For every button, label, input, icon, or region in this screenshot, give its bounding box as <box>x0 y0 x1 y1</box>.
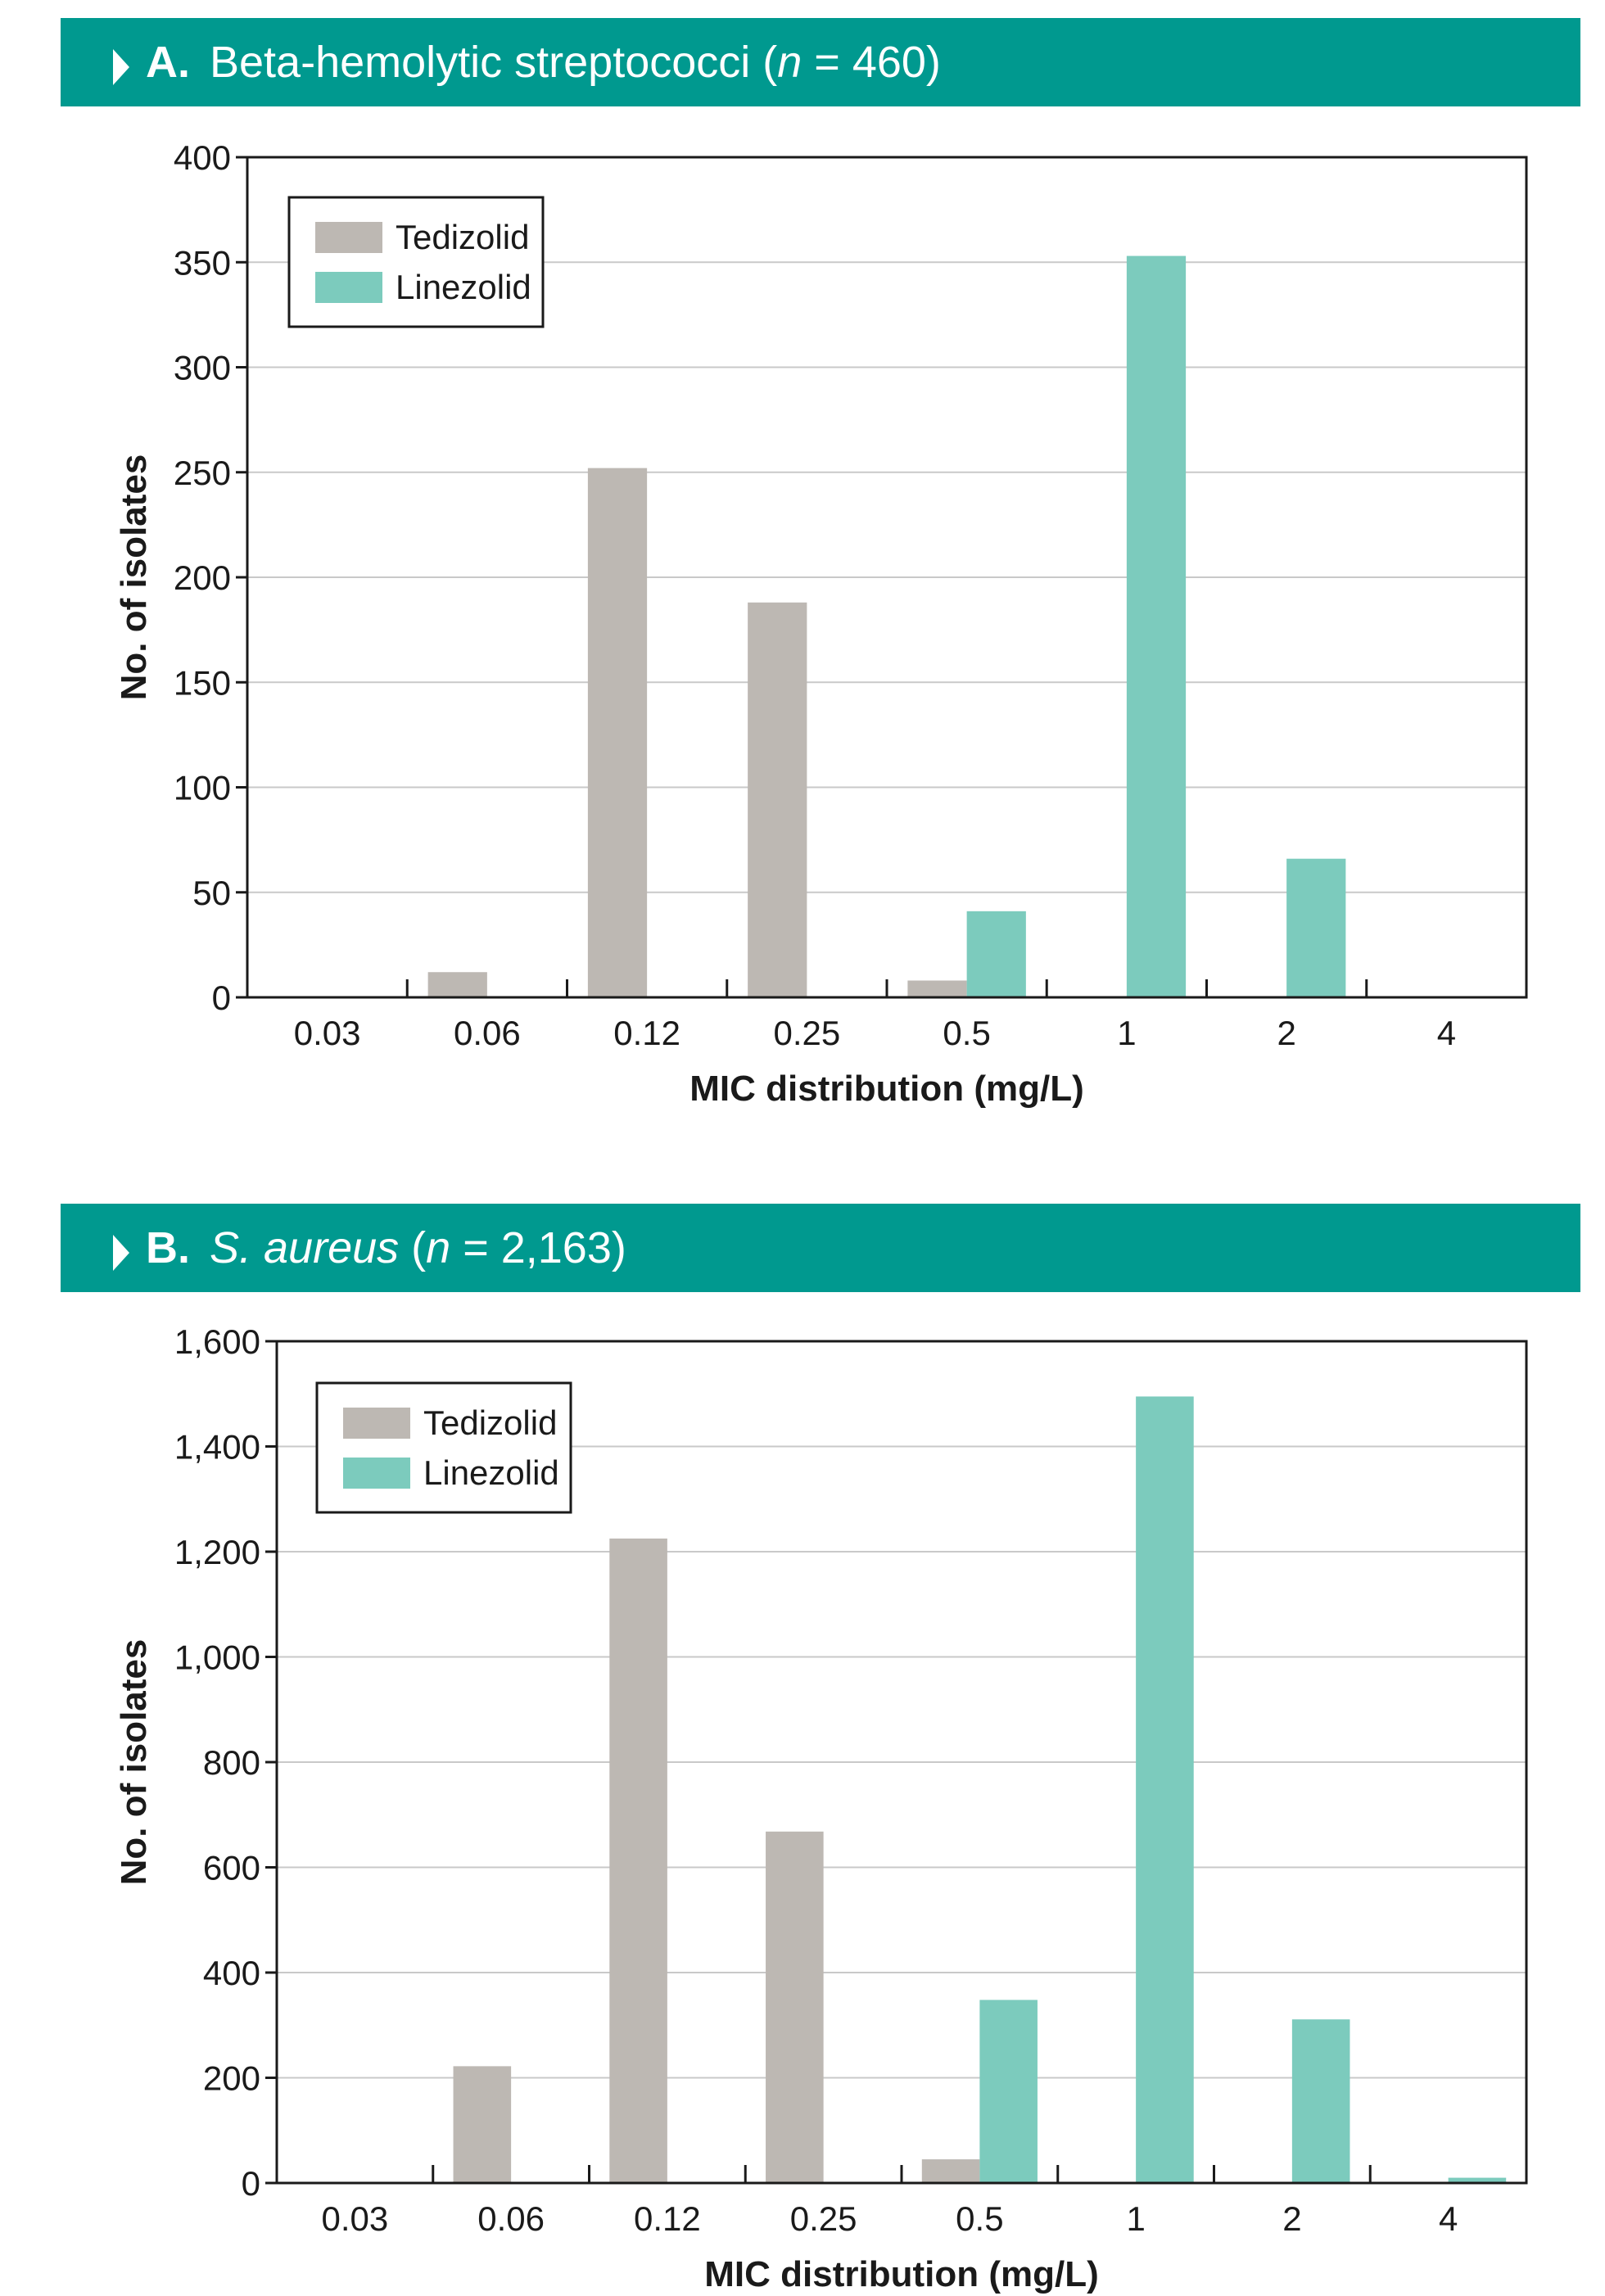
x-tick-marks <box>405 979 1368 997</box>
panel-b-header: B. S. aureus (n = 2,163) <box>61 1204 1580 1292</box>
y-tick-label: 150 <box>174 663 231 702</box>
bar-linezolid-1 <box>1136 1396 1194 2183</box>
x-tick-label: 0.25 <box>774 1014 841 1052</box>
x-tick-label: 1 <box>1117 1014 1136 1052</box>
chart-a: 0 50 100 150 200 250 300 350 400 0.03 0.06 0.12 0.25… <box>114 138 1528 1109</box>
bar-tedizolid-0.5 <box>907 980 967 997</box>
y-tick-label: 1,000 <box>174 1638 260 1677</box>
legend-box <box>287 196 545 328</box>
panel-a-title: A. Beta-hemolytic streptococci (n = 460) <box>146 38 941 87</box>
bar-tedizolid-0.06 <box>427 972 487 997</box>
legend-box <box>315 1381 572 1514</box>
legend: Tedizolid Linezolid <box>287 196 545 328</box>
bars <box>453 1396 1507 2183</box>
x-tick-label: 4 <box>1437 1014 1456 1052</box>
bar-tedizolid-0.12 <box>587 468 648 997</box>
bar-tedizolid-0.12 <box>609 1538 667 2183</box>
x-tick-label: 0.5 <box>943 1014 990 1052</box>
y-tick-label: 200 <box>203 2059 260 2098</box>
x-tick-label: 0.12 <box>634 2199 701 2238</box>
legend-swatch-linezolid <box>343 1458 410 1489</box>
x-tick-label: 0.12 <box>613 1014 680 1052</box>
bar-linezolid-0.5 <box>966 911 1026 997</box>
y-tick-label: 250 <box>174 454 231 492</box>
legend-label-tedizolid: Tedizolid <box>396 218 529 256</box>
legend-label-tedizolid: Tedizolid <box>423 1403 557 1442</box>
y-tick-label: 200 <box>174 558 231 597</box>
panel-a-header: A. Beta-hemolytic streptococci (n = 460) <box>61 18 1580 106</box>
y-tick-label: 1,200 <box>174 1533 260 1571</box>
y-tick-label: 1,600 <box>174 1322 260 1361</box>
legend-swatch-linezolid <box>315 272 382 303</box>
x-tick-label: 1 <box>1126 2199 1145 2238</box>
legend-swatch-tedizolid <box>315 222 382 253</box>
y-tick-labels: 0 200 400 600 800 1,000 1,200 1,400 1,600 <box>174 1322 277 2203</box>
bar-linezolid-2 <box>1286 858 1346 997</box>
x-tick-label: 0.06 <box>454 1014 521 1052</box>
y-tick-label: 350 <box>174 243 231 282</box>
y-tick-label: 0 <box>242 2164 260 2203</box>
panel-b-title: B. S. aureus (n = 2,163) <box>146 1223 626 1272</box>
panel-a-letter: A. <box>146 38 190 87</box>
legend-swatch-tedizolid <box>343 1408 410 1439</box>
x-axis-title: MIC distribution (mg/L) <box>704 2254 1098 2294</box>
gridlines <box>247 261 1526 893</box>
y-tick-label: 1,400 <box>174 1428 260 1467</box>
y-axis-title: No. of isolates <box>114 454 154 701</box>
y-tick-label: 600 <box>203 1849 260 1887</box>
x-tick-label: 0.03 <box>322 2199 389 2238</box>
legend-label-linezolid: Linezolid <box>396 268 531 306</box>
y-tick-label: 800 <box>203 1743 260 1782</box>
bar-linezolid-0.5 <box>979 2000 1038 2183</box>
x-tick-marks <box>432 2165 1372 2183</box>
bar-linezolid-2 <box>1291 2019 1350 2183</box>
bar-linezolid-4 <box>1448 2177 1507 2183</box>
bar-tedizolid-0.5 <box>921 2159 980 2183</box>
y-tick-label: 300 <box>174 349 231 387</box>
bar-tedizolid-0.25 <box>748 602 807 997</box>
x-tick-label: 0.03 <box>294 1014 361 1052</box>
x-tick-label: 0.5 <box>956 2199 1003 2238</box>
gridlines <box>277 1445 1526 2079</box>
y-tick-label: 0 <box>212 979 231 1017</box>
bar-linezolid-1 <box>1126 255 1187 997</box>
x-tick-labels: 0.03 0.06 0.12 0.25 0.5 1 2 4 <box>322 2199 1458 2238</box>
y-tick-label: 100 <box>174 769 231 807</box>
x-axis-title: MIC distribution (mg/L) <box>689 1069 1083 1109</box>
chevron-right-icon <box>113 1235 129 1271</box>
bar-tedizolid-0.25 <box>766 1831 824 2183</box>
panel-b-letter: B. <box>146 1223 190 1272</box>
x-tick-labels: 0.03 0.06 0.12 0.25 0.5 1 2 4 <box>294 1014 1456 1052</box>
y-tick-label: 50 <box>192 874 231 912</box>
y-tick-label: 400 <box>203 1954 260 1992</box>
legend-label-linezolid: Linezolid <box>423 1453 559 1492</box>
y-tick-labels: 0 50 100 150 200 250 300 350 400 <box>174 138 247 1017</box>
x-tick-label: 2 <box>1277 1014 1295 1052</box>
y-tick-label: 400 <box>174 138 231 177</box>
legend: Tedizolid Linezolid <box>315 1381 572 1514</box>
x-tick-label: 0.25 <box>790 2199 857 2238</box>
x-tick-label: 2 <box>1282 2199 1301 2238</box>
x-tick-label: 0.06 <box>477 2199 545 2238</box>
bar-tedizolid-0.06 <box>453 2066 512 2183</box>
y-axis-title: No. of isolates <box>114 1639 154 1886</box>
bars <box>427 255 1346 997</box>
x-tick-label: 4 <box>1439 2199 1458 2238</box>
chevron-right-icon <box>113 49 129 85</box>
